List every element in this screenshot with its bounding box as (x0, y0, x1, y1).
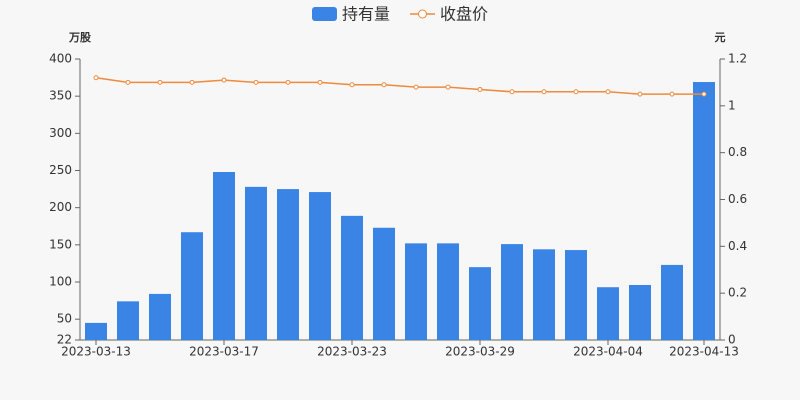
price-point (93, 75, 99, 81)
price-point (509, 89, 515, 95)
bar (341, 215, 363, 340)
bar (501, 244, 523, 340)
price-point (221, 77, 227, 83)
y-tick-label: 300 (49, 126, 72, 140)
legend-label: 收盘价 (440, 5, 488, 24)
price-point (349, 82, 355, 88)
price-point (285, 79, 291, 85)
price-point (477, 86, 483, 92)
bar (693, 82, 715, 340)
y-tick-label: 400 (49, 52, 72, 66)
bar (373, 227, 395, 340)
y-tick-label: 250 (49, 163, 72, 177)
y-unit: 万股 (68, 31, 92, 44)
y-tick-label: 350 (49, 89, 72, 103)
bar (309, 192, 331, 340)
bar (437, 243, 459, 340)
legend-icon (312, 7, 337, 21)
bar (277, 189, 299, 340)
bar (213, 171, 235, 340)
x-tick-label: 2023-04-04 (573, 345, 643, 359)
price-point (381, 82, 387, 88)
bar (181, 232, 203, 340)
y2-tick-label: 0.2 (728, 286, 747, 300)
bar (117, 301, 139, 340)
bar (245, 186, 267, 340)
bar (149, 293, 171, 340)
bar (597, 287, 619, 340)
x-tick-label: 2023-03-29 (445, 345, 515, 359)
price-point (445, 84, 451, 90)
bar (629, 284, 651, 340)
bar (469, 267, 491, 340)
y-tick-label: 150 (49, 237, 72, 251)
price-point (253, 79, 259, 85)
bar (565, 250, 587, 340)
y2-tick-label: 0.4 (728, 239, 747, 253)
y2-tick-label: 0 (728, 333, 736, 347)
x-tick-label: 2023-03-23 (317, 345, 387, 359)
price-point (701, 91, 707, 97)
bar (85, 322, 107, 340)
bar (533, 249, 555, 340)
y2-tick-label: 1.2 (728, 52, 747, 66)
bar (661, 264, 683, 340)
y-tick-label: 50 (57, 312, 72, 326)
x-tick-label: 2023-03-17 (189, 345, 259, 359)
bar (405, 243, 427, 340)
y2-tick-label: 0.6 (728, 192, 747, 206)
price-point (573, 89, 579, 95)
price-point (125, 79, 131, 85)
price-line (95, 76, 704, 95)
price-point (669, 91, 675, 97)
price-point (189, 79, 195, 85)
legend-label: 持有量 (342, 5, 390, 24)
y2-tick-label: 1 (728, 98, 736, 112)
y2-unit: 元 (715, 31, 726, 44)
y-tick-label: 200 (49, 200, 72, 214)
legend-icon (418, 9, 427, 19)
price-point (157, 79, 163, 85)
x-tick-label: 2023-04-13 (669, 345, 739, 359)
price-point (413, 84, 419, 90)
price-point (637, 91, 643, 97)
price-point (317, 79, 323, 85)
price-point (605, 89, 611, 95)
x-tick-label: 2023-03-13 (61, 345, 131, 359)
y2-tick-label: 0.8 (728, 145, 747, 159)
y-tick-label: 22 (57, 333, 72, 347)
y-tick-label: 100 (49, 275, 72, 289)
price-point (541, 89, 547, 95)
